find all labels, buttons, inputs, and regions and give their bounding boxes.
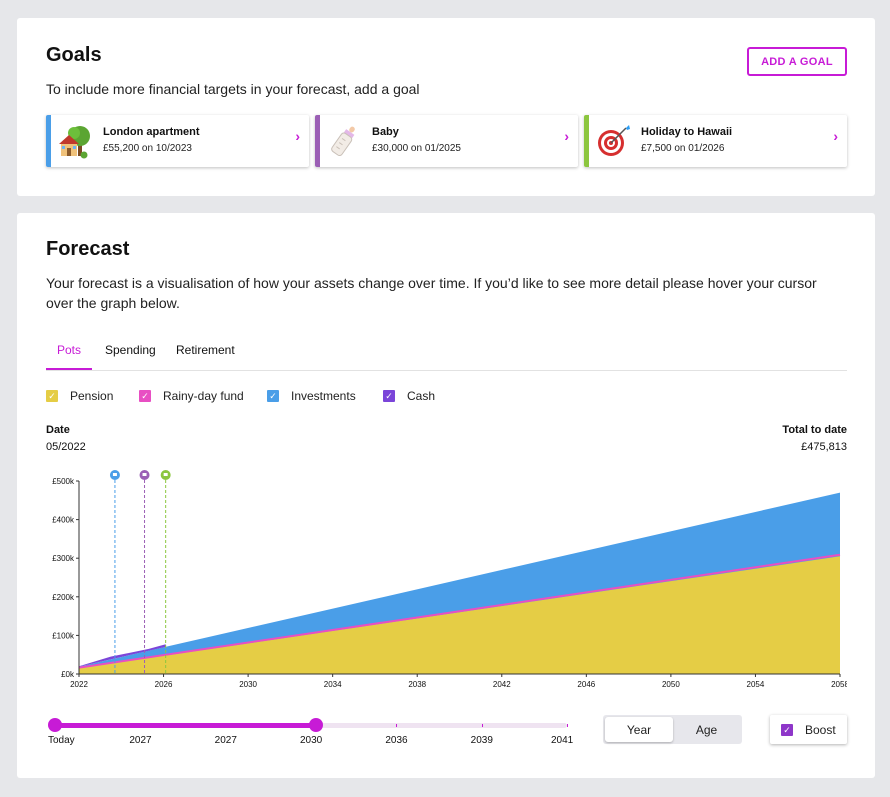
slider-label: 2036	[385, 735, 408, 746]
goal-name: Holiday to Hawaii	[641, 126, 733, 138]
forecast-subtitle-line1: Your forecast is a visualisation of how …	[46, 275, 817, 291]
goal-detail: £7,500 on 01/2026	[641, 143, 725, 154]
tab-retirement[interactable]: Retirement	[176, 343, 235, 357]
flag-icon	[163, 473, 168, 476]
legend-label: Cash	[407, 389, 436, 403]
y-tick-label: £0k	[61, 670, 75, 679]
goal-tile-baby[interactable]: Baby £30,000 on 01/2025 ›	[315, 115, 578, 167]
goal-color-stripe	[584, 115, 589, 167]
goals-card: Goals To include more financial targets …	[17, 18, 875, 196]
slider-start-handle[interactable]	[48, 718, 62, 732]
checkbox-checked-icon[interactable]: ✓	[781, 723, 793, 736]
tab-pots[interactable]: Pots	[46, 343, 92, 370]
forecast-chart[interactable]: £0k £100k £200k £300k £400k £500k 2022 2026 2030…	[35, 466, 847, 696]
forecast-title: Forecast	[46, 238, 130, 260]
date-value: 05/2022	[46, 441, 86, 453]
x-tick-label: 2058	[831, 680, 847, 689]
goal-tile-london-apartment[interactable]: London apartment £55,200 on 10/2023 ›	[46, 115, 309, 167]
x-tick-label: 2046	[577, 680, 595, 689]
y-tick-label: £200k	[52, 593, 75, 602]
checkbox-checked-icon[interactable]: ✓	[267, 390, 279, 402]
legend-rainy-day-fund[interactable]: ✓ Rainy-day fund	[139, 389, 244, 403]
total-value: £475,813	[801, 441, 847, 453]
total-label: Total to date	[782, 424, 847, 436]
legend-label: Pension	[70, 389, 114, 403]
goal-detail: £30,000 on 01/2025	[372, 143, 461, 154]
rainy-day-fund-line	[78, 553, 841, 669]
slider-label: 2030	[300, 735, 323, 746]
toggle-age[interactable]: Age	[695, 722, 718, 737]
slider-label: 2041	[551, 735, 574, 746]
forecast-subtitle-line2: over the graph below.	[46, 295, 180, 311]
slider-tick	[140, 724, 142, 727]
boost-label: Boost	[805, 722, 836, 737]
forecast-card: Forecast Your forecast is a visualisatio…	[17, 213, 875, 778]
goal-tile-holiday-to-hawaii[interactable]: Holiday to Hawaii £7,500 on 01/2026 ›	[584, 115, 847, 167]
x-tick-label: 2022	[70, 680, 88, 689]
legend-cash[interactable]: ✓ Cash	[383, 389, 435, 403]
goal-color-stripe	[315, 115, 320, 167]
legend-pension[interactable]: ✓ Pension	[46, 389, 113, 403]
legend-label: Rainy-day fund	[163, 389, 244, 403]
goals-title: Goals	[46, 44, 102, 66]
slider-tick	[567, 724, 568, 727]
x-tick-label: 2050	[662, 680, 680, 689]
x-tick-label: 2042	[493, 680, 511, 689]
add-goal-button[interactable]: ADD A GOAL	[747, 47, 847, 76]
x-tick-label: 2038	[408, 680, 426, 689]
slider-tick	[481, 724, 483, 727]
chevron-right-icon: ›	[564, 128, 569, 144]
y-tick-label: £100k	[52, 631, 75, 640]
baby-bottle-icon	[331, 126, 355, 157]
y-tick-label: £300k	[52, 554, 75, 563]
goals-subtitle: To include more financial targets in you…	[46, 81, 420, 97]
checkbox-checked-icon[interactable]: ✓	[139, 390, 151, 402]
year-age-toggle: Year Age	[603, 715, 742, 744]
timeline-slider-range	[55, 723, 317, 728]
slider-label: 2027	[214, 735, 237, 746]
x-tick-label: 2026	[155, 680, 173, 689]
goal-color-stripe	[46, 115, 51, 167]
slider-label: Today	[48, 735, 75, 746]
chevron-right-icon: ›	[833, 128, 838, 144]
flag-icon	[112, 473, 117, 476]
flag-icon	[142, 473, 147, 476]
legend-investments[interactable]: ✓ Investments	[267, 389, 356, 403]
y-tick-label: £500k	[52, 477, 75, 486]
slider-label: 2027	[129, 735, 152, 746]
forecast-tabs: Pots Spending Retirement	[46, 337, 847, 371]
slider-end-handle[interactable]	[309, 718, 324, 732]
boost-checkbox[interactable]: ✓ Boost	[770, 715, 847, 744]
tab-spending[interactable]: Spending	[105, 343, 156, 357]
target-icon	[598, 125, 630, 156]
goal-name: London apartment	[103, 126, 200, 138]
house-tree-icon	[59, 126, 90, 159]
checkbox-checked-icon[interactable]: ✓	[46, 390, 58, 402]
x-tick-label: 2034	[324, 680, 342, 689]
slider-tick	[396, 724, 398, 727]
checkbox-checked-icon[interactable]: ✓	[383, 390, 395, 402]
x-tick-label: 2054	[747, 680, 765, 689]
slider-label: 2039	[470, 735, 493, 746]
legend-label: Investments	[291, 389, 356, 403]
toggle-year[interactable]: Year	[605, 717, 673, 742]
chevron-right-icon: ›	[295, 128, 300, 144]
goal-detail: £55,200 on 10/2023	[103, 143, 192, 154]
y-tick-label: £400k	[52, 516, 75, 525]
goal-name: Baby	[372, 126, 399, 138]
date-label: Date	[46, 424, 70, 436]
pension-area	[79, 556, 840, 674]
slider-tick	[225, 724, 227, 727]
x-tick-label: 2030	[239, 680, 257, 689]
